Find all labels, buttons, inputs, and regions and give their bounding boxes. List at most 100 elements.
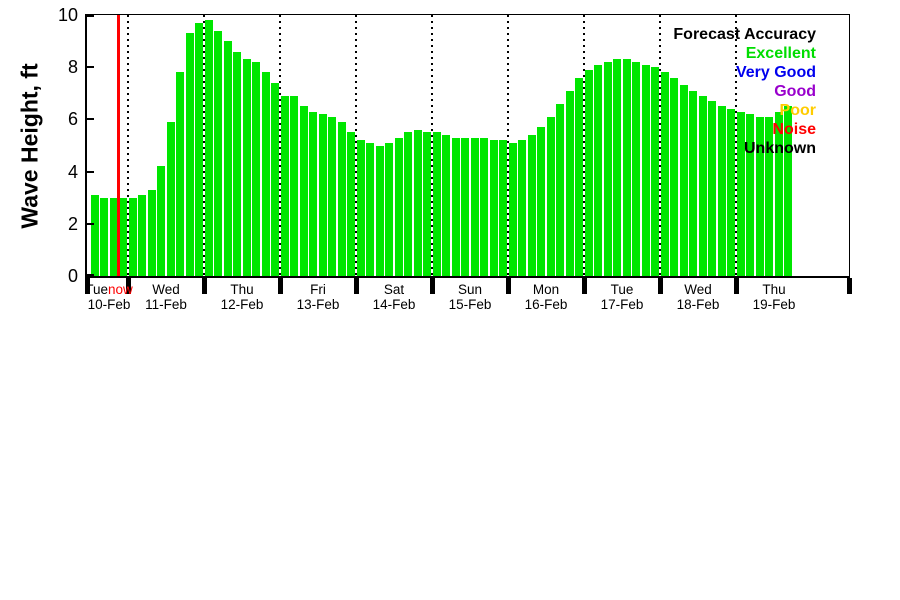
- y-axis-tick-label: 10: [57, 5, 78, 25]
- y-axis-tick-mark: [87, 118, 94, 121]
- plot-inner: [87, 15, 849, 276]
- wave-bar: [698, 95, 707, 276]
- wave-bar: [755, 116, 764, 276]
- wave-bar: [413, 129, 422, 276]
- y-axis-tick-mark: [87, 170, 94, 173]
- x-axis-tick: [429, 278, 435, 294]
- day-boundary-gridline: [203, 15, 205, 276]
- legend-entry-poor: Poor: [779, 102, 816, 119]
- x-axis-date-label: 19-Feb: [752, 297, 796, 312]
- wave-bar: [100, 197, 108, 276]
- wave-bar: [774, 111, 783, 276]
- y-axis-tick-mark: [87, 15, 94, 17]
- x-axis-day-label: Thu: [762, 282, 786, 297]
- wave-bar: [347, 132, 355, 276]
- wave-bar: [784, 106, 792, 276]
- legend-entry-very-good: Very Good: [735, 64, 816, 81]
- x-axis-date-label: 18-Feb: [676, 297, 720, 312]
- x-axis-tick: [846, 278, 852, 294]
- x-axis-tick: [505, 278, 511, 294]
- day-boundary-gridline: [659, 15, 661, 276]
- x-axis-date-label: 16-Feb: [524, 297, 568, 312]
- y-axis-tick-label: 4: [67, 161, 78, 182]
- day-boundary-gridline: [431, 15, 433, 276]
- day-boundary-gridline: [279, 15, 281, 276]
- wave-bar: [679, 85, 688, 276]
- wave-bar: [651, 67, 659, 276]
- wave-bar: [451, 137, 460, 276]
- wave-bar: [508, 142, 517, 276]
- wave-bar: [337, 122, 346, 276]
- wave-bar: [166, 122, 175, 276]
- x-axis-tick: [277, 278, 283, 294]
- wave-bar: [318, 114, 327, 276]
- legend-entry-noise: Noise: [772, 121, 816, 138]
- wave-bar: [622, 59, 631, 276]
- wave-bar: [746, 114, 754, 276]
- wave-bar: [670, 77, 678, 276]
- day-boundary-gridline: [735, 15, 737, 276]
- x-axis-tick: [581, 278, 587, 294]
- x-axis-date-label: 11-Feb: [145, 297, 187, 312]
- wave-bar: [204, 20, 213, 276]
- wave-bar: [109, 197, 118, 276]
- y-axis-label: Wave Height, ft: [16, 63, 43, 229]
- wave-bar: [375, 145, 384, 276]
- wave-bar: [727, 108, 735, 276]
- x-axis-date-label: 12-Feb: [220, 297, 264, 312]
- now-line: [117, 15, 120, 276]
- wave-bar: [641, 64, 650, 276]
- wave-bar: [461, 137, 469, 276]
- wave-bar: [442, 135, 450, 276]
- day-boundary-gridline: [507, 15, 509, 276]
- wave-bar: [689, 90, 697, 276]
- wave-bar: [603, 61, 612, 276]
- wave-bar: [394, 137, 403, 276]
- wave-bar: [299, 106, 308, 276]
- x-axis-day-label: Wed: [152, 282, 180, 297]
- plot-area: Forecast Accuracy Excellent Very Good Good…: [85, 14, 850, 278]
- x-axis-tick: [733, 278, 739, 294]
- x-axis-tick: [125, 278, 131, 294]
- y-axis-tick-mark: [87, 66, 94, 69]
- x-axis-date-label: 17-Feb: [600, 297, 644, 312]
- legend: Forecast Accuracy Excellent Very Good Good…: [673, 25, 816, 158]
- x-axis-tick: [657, 278, 663, 294]
- x-axis-day-label: Sun: [457, 282, 483, 297]
- wave-bar: [556, 103, 564, 276]
- wave-bar: [328, 116, 336, 276]
- legend-entry-good: Good: [774, 83, 816, 100]
- wave-bar: [214, 30, 222, 276]
- y-axis-tick-mark: [87, 222, 94, 225]
- x-axis-day-label: Fri: [310, 282, 326, 297]
- wave-bar: [261, 72, 270, 276]
- wave-bar: [404, 132, 412, 276]
- wave-bar: [432, 132, 441, 276]
- wave-bar: [366, 142, 374, 276]
- x-axis-date-label: 13-Feb: [296, 297, 340, 312]
- x-axis-day-label: Thu: [230, 282, 254, 297]
- day-boundary-gridline: [355, 15, 357, 276]
- y-axis-tick-label: 8: [67, 57, 78, 78]
- wave-bar: [499, 140, 507, 276]
- wave-bar: [632, 61, 640, 276]
- wave-bar: [765, 116, 773, 276]
- wave-bar: [470, 137, 479, 276]
- wave-bar: [280, 95, 289, 276]
- wave-bar: [242, 59, 251, 276]
- wave-bar: [185, 33, 194, 276]
- wave-bar: [147, 189, 156, 276]
- x-axis-day-label: Wed: [684, 282, 712, 297]
- wave-bar: [565, 90, 574, 276]
- x-axis-day-label: Sat: [383, 282, 405, 297]
- legend-entry-unknown: Unknown: [744, 140, 816, 157]
- wave-bar: [309, 111, 317, 276]
- x-axis-tick: [201, 278, 207, 294]
- day-boundary-gridline: [583, 15, 585, 276]
- wave-bar: [480, 137, 488, 276]
- x-axis-day-label: Mon: [532, 282, 560, 297]
- wave-bar: [660, 72, 669, 276]
- wave-bar: [575, 77, 583, 276]
- wave-bar: [489, 140, 498, 276]
